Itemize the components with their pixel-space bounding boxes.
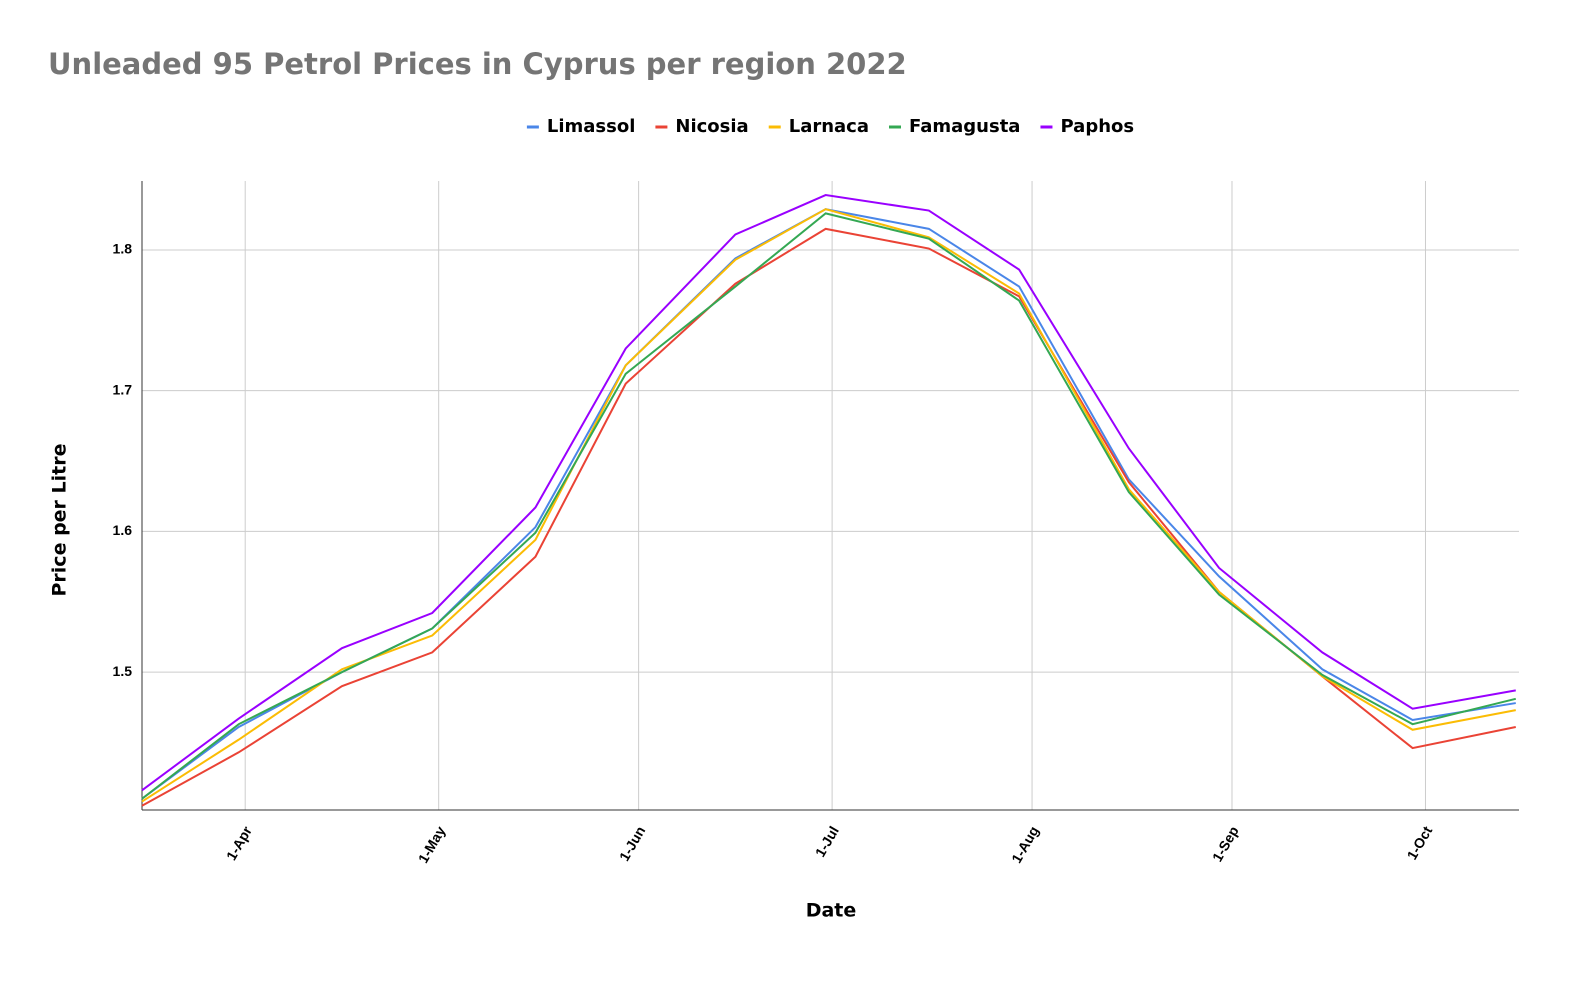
x-tick-label: 1-May: [415, 823, 449, 866]
legend: Limassol Nicosia Larnaca Famagusta Paphos: [526, 116, 1134, 137]
legend-label: Limassol: [547, 116, 636, 137]
y-axis-title: Price per Litre: [49, 443, 71, 596]
y-tick-label: 1.5: [113, 663, 133, 679]
chart-title: Unleaded 95 Petrol Prices in Cyprus per …: [48, 47, 907, 81]
legend-label: Paphos: [1060, 116, 1134, 137]
x-tick-label: 1-Sep: [1209, 823, 1242, 864]
x-tick-label: 1-Jun: [616, 823, 649, 863]
legend-label: Larnaca: [789, 116, 869, 137]
series-line: [141, 212, 1517, 800]
series-line: [141, 208, 1516, 800]
series-line: [141, 227, 1516, 807]
x-tick-label: 1-Jul: [812, 823, 842, 859]
x-tick-label: 1-Oct: [1404, 823, 1436, 862]
x-tick-label: 1-Apr: [223, 823, 255, 863]
series-line: [141, 194, 1516, 792]
y-tick-label: 1.7: [113, 381, 133, 397]
y-tick-label: 1.8: [113, 241, 133, 257]
legend-label: Nicosia: [675, 116, 748, 137]
legend-label: Famagusta: [909, 116, 1020, 137]
x-tick-label: 1-Aug: [1008, 823, 1042, 865]
y-tick-label: 1.6: [113, 522, 133, 538]
x-axis-title: Date: [806, 900, 857, 922]
series-line: [141, 208, 1516, 803]
